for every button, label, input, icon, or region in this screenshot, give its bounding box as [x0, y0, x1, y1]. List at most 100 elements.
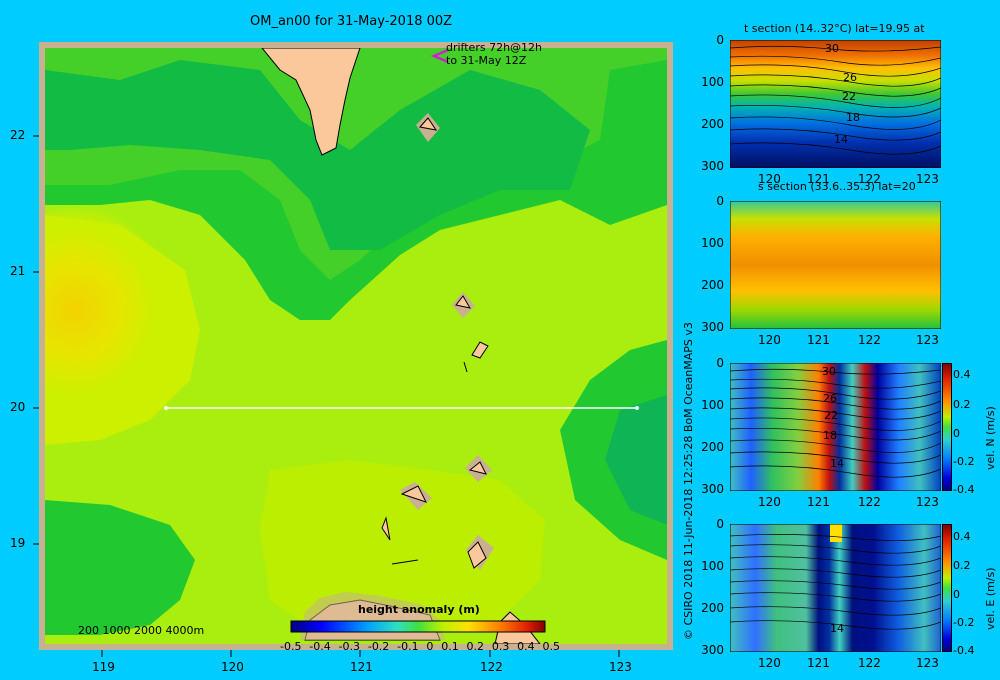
- panel-1-x-tick-label: 123: [916, 172, 939, 186]
- panel-4-x-tick-label: 120: [758, 656, 781, 670]
- panel-1-y-tick-label: 0: [716, 33, 724, 47]
- panel-3-contour-label: 14: [830, 457, 844, 470]
- panel-1-y-tick-label: 300: [701, 159, 724, 173]
- panel-4-y-tick-label: 300: [701, 643, 724, 657]
- panel-4-cbar-tick: 0.2: [953, 559, 971, 572]
- panel-3-cbar-tick: 0.2: [953, 398, 971, 411]
- map-y-tick-label: 21: [10, 264, 26, 278]
- panel-1-contour-label: 14: [834, 133, 848, 146]
- panel-4-y-tick-label: 0: [716, 517, 724, 531]
- green-region-north-core: [45, 60, 590, 250]
- colorbar-tick: -0.2: [367, 640, 390, 653]
- panel-3-x-tick-label: 121: [807, 495, 830, 509]
- panel-1-contour-label: 18: [846, 111, 860, 124]
- panel-2-y-tick-label: 100: [701, 236, 724, 250]
- panel-2-y-tick-label: 0: [716, 194, 724, 208]
- panel-4-cbar-tick: -0.2: [953, 616, 975, 629]
- panel-3-cbar-tick: -0.4: [953, 483, 975, 496]
- panel-1-x-tick-label: 121: [807, 172, 830, 186]
- panel-4-contour-label: 14: [830, 622, 844, 635]
- colorbar-tick: -0.4: [309, 640, 331, 653]
- colorbar-tick: -0.5: [280, 640, 302, 653]
- panel-3-contour-label: 18: [823, 429, 837, 442]
- panel-3-x-tick-label: 122: [858, 495, 881, 509]
- panel-4-surface-patch: [830, 524, 842, 542]
- section-line-end: [635, 406, 639, 410]
- colorbar-tick: -0.1: [397, 640, 419, 653]
- land-taiwan: [261, 48, 361, 156]
- panel-4-y-tick-label: 200: [701, 601, 724, 615]
- panel-2-x-tick-label: 123: [916, 333, 939, 347]
- panel-3-x-tick-label: 123: [916, 495, 939, 509]
- panel-4-y-tick-label: 100: [701, 559, 724, 573]
- panel-4-x-tick-label: 123: [916, 656, 939, 670]
- panel-3-y-tick-label: 0: [716, 356, 724, 370]
- panel-2-y-tick-label: 200: [701, 278, 724, 292]
- panel-2-x-tick-label: 122: [858, 333, 881, 347]
- colorbar-tick: 0.5: [542, 640, 560, 653]
- depth-legend: 200 1000 2000 4000m: [78, 624, 205, 637]
- panel-2-title: s section (33.6..35.3) lat=20: [758, 180, 916, 193]
- colorbar-tick: 0: [426, 640, 434, 653]
- map-plot: [33, 42, 673, 657]
- panel-4-cbar-tick: 0.4: [953, 530, 971, 543]
- panel-2-y-tick-label: 300: [701, 320, 724, 334]
- green-region-east-core: [605, 395, 667, 525]
- panel-3-contour-label: 26: [823, 392, 837, 405]
- credit-text: © CSIRO 2018 11-Jun-2018 12:25:28 BoM Oc…: [682, 322, 695, 640]
- panel-4-cbar-label: vel. E (m/s): [984, 567, 997, 630]
- panel-3-cbar-tick: 0.4: [953, 368, 971, 381]
- panel-3-colorbar: [942, 363, 952, 491]
- panel-3-cbar-tick: -0.2: [953, 455, 975, 468]
- map-x-tick-label: 119: [92, 660, 115, 674]
- map-y-tick-label: 19: [10, 536, 26, 550]
- map-x-axis: [101, 650, 620, 657]
- panel-2-x-tick-label: 120: [758, 333, 781, 347]
- green-region-southwest: [45, 500, 195, 635]
- map-x-tick-label: 120: [221, 660, 244, 674]
- colorbar-tick: -0.3: [338, 640, 361, 653]
- map-x-tick-label: 121: [350, 660, 373, 674]
- colorbar-title: height anomaly (m): [358, 603, 480, 616]
- panel-1-y-tick-label: 200: [701, 117, 724, 131]
- panel-1-contour-label: 22: [842, 90, 856, 103]
- panel-3-cbar-tick: 0: [953, 427, 960, 440]
- islands: [381, 113, 494, 570]
- map-x-tick-label: 123: [609, 660, 632, 674]
- panel-1-y-tick-label: 100: [701, 75, 724, 89]
- panel-1-contour-label: 26: [843, 71, 857, 84]
- panel-2-plot: [730, 201, 941, 329]
- yellow-core-west: [45, 205, 175, 415]
- map-y-tick-label: 20: [10, 400, 26, 414]
- drifter-arrow-icon: [430, 48, 449, 64]
- panel-1-plot: [730, 40, 941, 168]
- panel-3-plot: [730, 363, 941, 491]
- panel-4-plot: [730, 524, 941, 652]
- panel-1-contour-label: 30: [825, 42, 839, 55]
- colorbar-tick: 0.3: [491, 640, 510, 653]
- panel-3-y-tick-label: 300: [701, 482, 724, 496]
- yellow-region-south: [260, 460, 545, 640]
- panel-3-x-tick-label: 120: [758, 495, 781, 509]
- map-y-tick-label: 22: [10, 128, 26, 142]
- colorbar-tick: 0.4: [517, 640, 535, 653]
- drifters-label-2: to 31-May 12Z: [446, 54, 527, 67]
- panel-4-cbar-tick: 0: [953, 588, 960, 601]
- panel-3-cbar-label: vel. N (m/s): [984, 406, 997, 470]
- map-y-axis: [33, 135, 39, 545]
- panel-4-x-tick-label: 121: [807, 656, 830, 670]
- map-title: OM_an00 for 31-May-2018 00Z: [250, 14, 453, 29]
- panel-3-y-tick-label: 200: [701, 440, 724, 454]
- panel-1-x-tick-label: 120: [758, 172, 781, 186]
- colorbar-tick: 0.1: [441, 640, 459, 653]
- section-line-start: [164, 406, 168, 410]
- drifters-label-1: drifters 72h@12h: [446, 41, 543, 54]
- panel-4-colorbar: [942, 524, 952, 652]
- panel-4-cbar-tick: -0.4: [953, 644, 975, 657]
- panel-3-y-tick-label: 100: [701, 398, 724, 412]
- panel-1-title: t section (14..32°C) lat=19.95 at: [744, 22, 925, 35]
- colorbar-tick: 0.2: [466, 640, 485, 653]
- panel-2-x-tick-label: 121: [807, 333, 830, 347]
- colorbar-tick-labels: -0.5 -0.4 -0.3 -0.2 -0.1 0 0.1 0.2 0.3 0…: [280, 640, 560, 653]
- map-x-tick-label: 122: [480, 660, 503, 674]
